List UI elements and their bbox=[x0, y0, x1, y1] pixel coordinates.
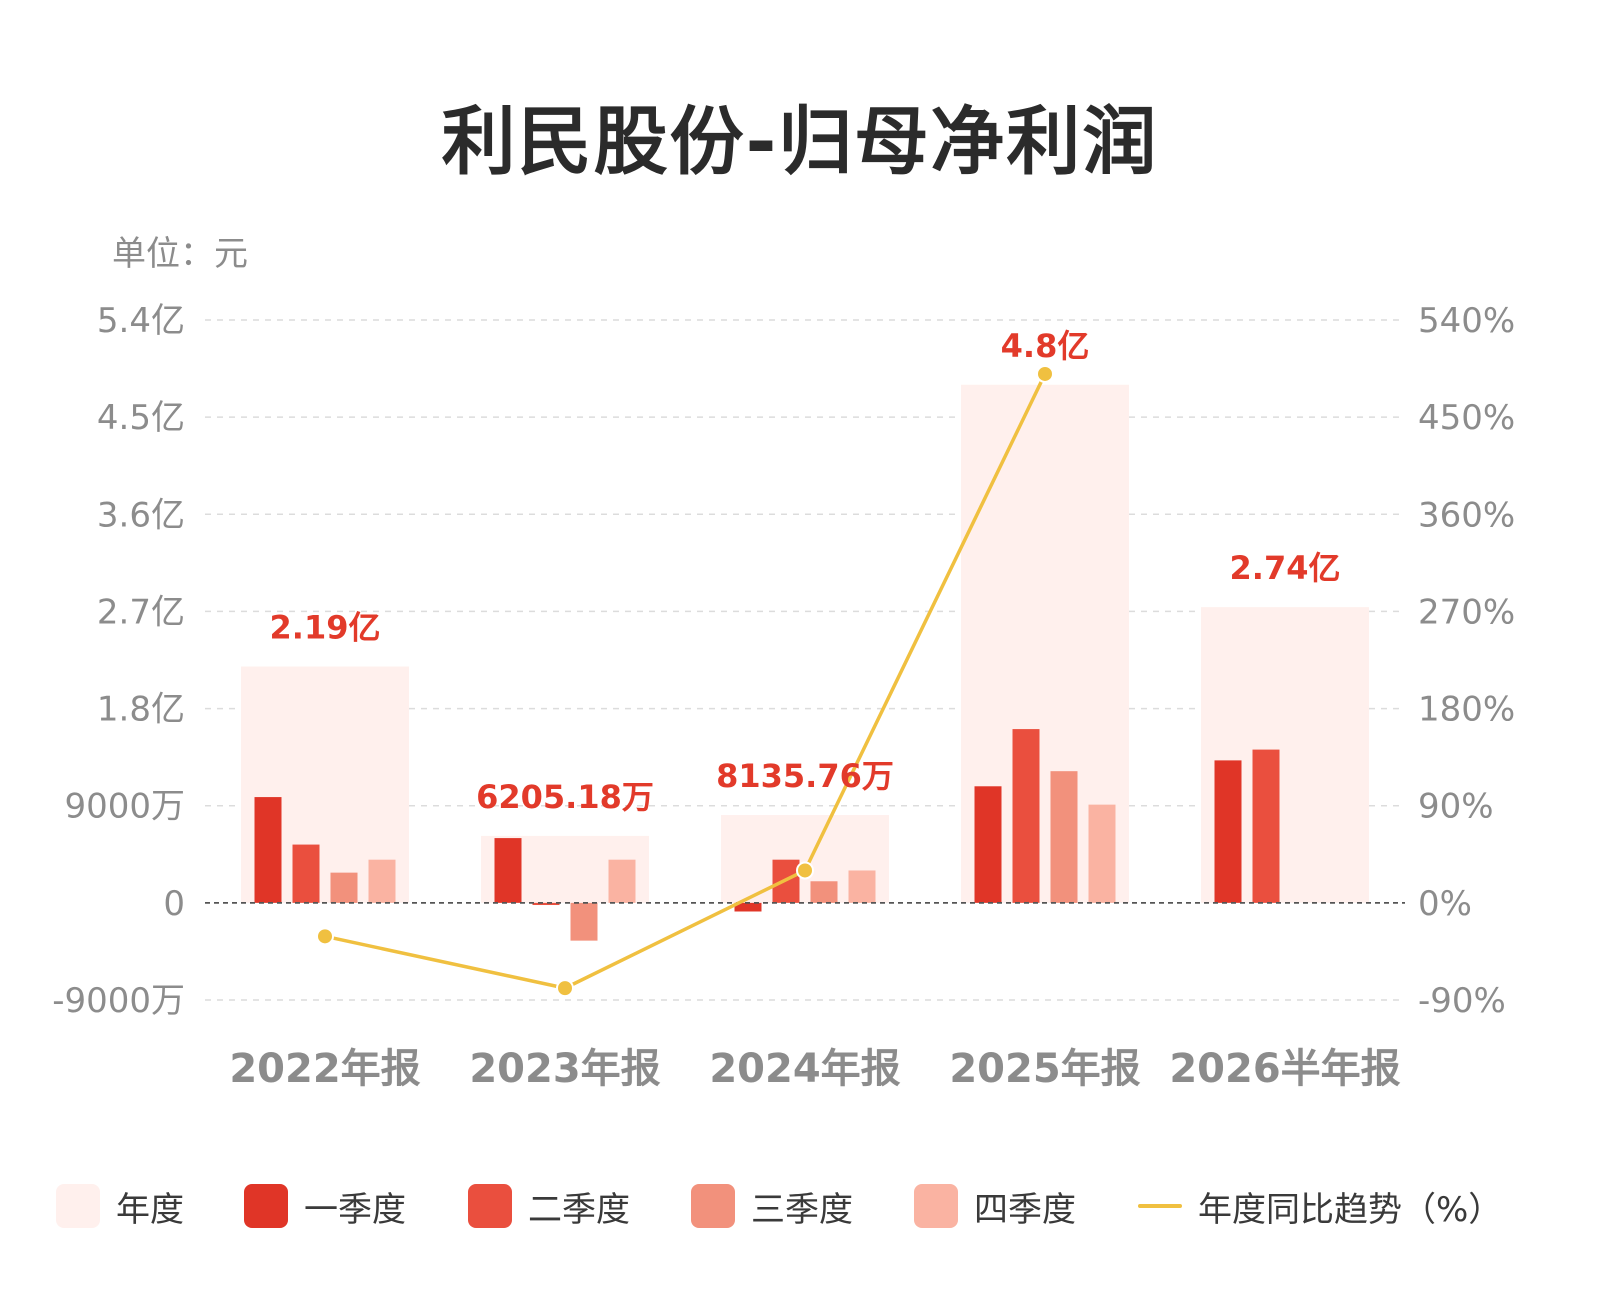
legend-line-swatch bbox=[1138, 1204, 1182, 1208]
quarter-bar bbox=[494, 838, 522, 903]
quarter-bar bbox=[734, 902, 762, 912]
x-category-label: 2022年报 bbox=[229, 1046, 420, 1092]
y-right-tick-label: -90% bbox=[1418, 981, 1506, 1021]
quarter-bar bbox=[368, 859, 396, 903]
legend-item: 年度 bbox=[56, 1181, 184, 1231]
quarter-bar bbox=[1252, 749, 1280, 903]
yoy-point bbox=[796, 861, 814, 880]
y-left-tick-label: 5.4亿 bbox=[97, 301, 185, 341]
legend-color-swatch bbox=[914, 1184, 958, 1228]
yoy-point bbox=[1036, 364, 1054, 383]
y-right-tick-label: 0% bbox=[1418, 884, 1472, 924]
quarter-bar bbox=[292, 844, 320, 903]
legend-label: 一季度 bbox=[304, 1189, 406, 1230]
legend-label: 四季度 bbox=[974, 1189, 1076, 1230]
x-category-label: 2025年报 bbox=[949, 1046, 1140, 1092]
yoy-trend-line bbox=[324, 373, 1047, 990]
legend-label: 二季度 bbox=[528, 1189, 630, 1230]
yoy-point bbox=[556, 979, 574, 998]
quarter-bar bbox=[1214, 760, 1242, 903]
y-right-tick-label: 450% bbox=[1418, 398, 1515, 438]
legend-item: 一季度 bbox=[244, 1181, 406, 1231]
y-left-tick-label: 4.5亿 bbox=[97, 398, 185, 438]
y-right-tick-label: 90% bbox=[1418, 787, 1494, 827]
annual-value-label: 2.74亿 bbox=[1230, 549, 1341, 587]
legend-item: 三季度 bbox=[691, 1181, 853, 1231]
quarter-bar bbox=[1050, 771, 1078, 903]
unit-label: 单位：元 bbox=[112, 234, 248, 274]
legend-color-swatch bbox=[56, 1184, 100, 1228]
legend: 年度 一季度 二季度 三季度 四季度 年度同比趋势（%） bbox=[56, 1181, 1556, 1231]
legend-label: 三季度 bbox=[751, 1189, 853, 1230]
quarter-bar bbox=[570, 902, 598, 941]
annual-value-label: 6205.18万 bbox=[476, 778, 654, 816]
quarter-bar bbox=[532, 902, 560, 906]
legend-color-swatch bbox=[691, 1184, 735, 1228]
quarter-bar bbox=[1012, 729, 1040, 903]
y-left-tick-label: -9000万 bbox=[52, 981, 185, 1021]
legend-item: 四季度 bbox=[914, 1181, 1076, 1231]
quarter-bar bbox=[974, 786, 1002, 903]
y-right-tick-label: 180% bbox=[1418, 690, 1515, 730]
quarter-bar bbox=[1088, 804, 1116, 903]
y-left-tick-label: 9000万 bbox=[64, 787, 185, 827]
legend-label: 年度同比趋势（%） bbox=[1198, 1189, 1503, 1230]
annual-value-label: 8135.76万 bbox=[716, 757, 894, 795]
annual-value-label: 4.8亿 bbox=[1001, 327, 1090, 365]
quarter-bar bbox=[810, 881, 838, 903]
legend-item: 年度同比趋势（%） bbox=[1138, 1181, 1502, 1231]
legend-item: 二季度 bbox=[468, 1181, 630, 1231]
legend-color-swatch bbox=[468, 1184, 512, 1228]
y-left-tick-label: 2.7亿 bbox=[97, 592, 185, 632]
y-left-tick-label: 3.6亿 bbox=[97, 495, 185, 535]
legend-label: 年度 bbox=[116, 1189, 184, 1230]
y-right-tick-label: 540% bbox=[1418, 301, 1515, 341]
y-left-tick-label: 0 bbox=[163, 884, 185, 924]
chart-title: 利民股份-归母净利润 bbox=[441, 99, 1159, 185]
y-right-tick-label: 270% bbox=[1418, 592, 1515, 632]
quarter-bar bbox=[254, 797, 282, 903]
yoy-point bbox=[316, 927, 334, 946]
quarter-bar bbox=[848, 870, 876, 903]
quarter-bar bbox=[608, 859, 636, 903]
legend-color-swatch bbox=[244, 1184, 288, 1228]
y-left-tick-label: 1.8亿 bbox=[97, 690, 185, 730]
x-category-label: 2023年报 bbox=[469, 1046, 660, 1092]
x-category-label: 2024年报 bbox=[709, 1046, 900, 1092]
x-category-label: 2026半年报 bbox=[1169, 1046, 1400, 1092]
quarter-bar bbox=[330, 872, 358, 903]
annual-value-label: 2.19亿 bbox=[270, 608, 381, 646]
y-right-tick-label: 360% bbox=[1418, 495, 1515, 535]
